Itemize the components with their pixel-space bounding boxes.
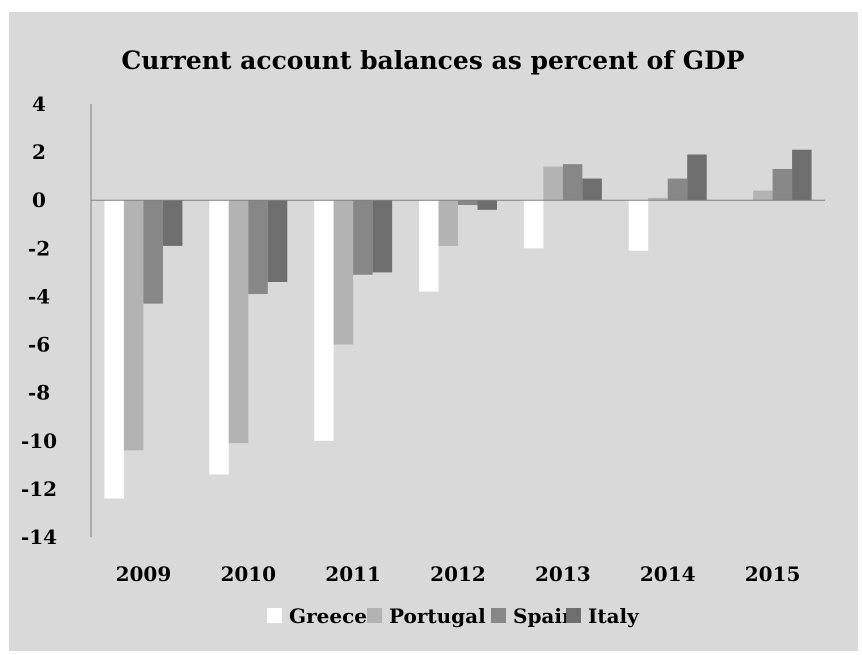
bar-spain-2009 — [143, 200, 163, 304]
y-tick-label: 2 — [32, 140, 46, 164]
bar-spain-2010 — [248, 200, 268, 295]
y-tick-label: -14 — [21, 525, 57, 549]
x-tick-label: 2013 — [535, 562, 591, 586]
bar-portugal-2014 — [648, 197, 668, 201]
x-tick-label: 2011 — [325, 562, 381, 586]
bar-portugal-2011 — [333, 200, 354, 345]
bar-chart: Current account balances as percent of G… — [21, 46, 825, 628]
bar-spain-2013 — [562, 164, 583, 201]
y-tick-label: -2 — [28, 236, 50, 260]
bar-greece-2011 — [314, 200, 334, 441]
y-axis-ticks: 4 2 0 -2 -4 -6 -8 -10 -12 -14 — [21, 92, 57, 549]
bar-greece-2013 — [523, 200, 544, 249]
bar-greece-2014 — [628, 200, 649, 251]
x-tick-label: 2010 — [220, 562, 276, 586]
bar-greece-2010 — [209, 200, 229, 475]
x-tick-label: 2014 — [640, 562, 696, 586]
bar-italy-2011 — [372, 200, 393, 273]
x-tick-label: 2012 — [430, 562, 486, 586]
legend-label-portugal: Portugal — [389, 604, 486, 628]
y-tick-label: 4 — [32, 92, 46, 116]
x-tick-label: 2009 — [116, 562, 172, 586]
chart-area: Current account balances as percent of G… — [9, 12, 858, 651]
bar-greece-2012 — [419, 200, 439, 292]
bar-spain-2011 — [353, 200, 373, 275]
y-tick-label: -8 — [28, 381, 50, 405]
bar-spain-2015 — [772, 168, 793, 201]
bar-italy-2014 — [687, 154, 707, 201]
bar-italy-2013 — [582, 178, 602, 201]
legend-label-greece: Greece — [289, 604, 367, 628]
bar-portugal-2009 — [123, 200, 144, 451]
chart-title: Current account balances as percent of G… — [121, 46, 744, 75]
legend-swatch-greece — [267, 608, 282, 623]
bar-group — [104, 149, 812, 499]
x-tick-label: 2015 — [745, 562, 801, 586]
bar-italy-2015 — [792, 149, 812, 201]
bar-portugal-2013 — [543, 166, 563, 201]
bar-portugal-2015 — [753, 190, 773, 201]
bar-italy-2010 — [267, 200, 288, 283]
x-axis-ticks: 2009 2010 2011 2012 2013 2014 2015 — [116, 562, 801, 586]
y-tick-label: -4 — [28, 284, 50, 308]
legend-swatch-italy — [566, 608, 581, 623]
y-tick-label: 0 — [32, 188, 46, 212]
y-tick-label: -12 — [21, 477, 57, 501]
legend-swatch-portugal — [367, 608, 382, 623]
y-tick-label: -6 — [28, 333, 50, 357]
bar-portugal-2012 — [438, 200, 458, 246]
bar-spain-2012 — [458, 200, 478, 206]
bar-italy-2009 — [162, 200, 183, 246]
y-tick-label: -10 — [21, 429, 57, 453]
bar-portugal-2010 — [228, 200, 249, 444]
bar-greece-2009 — [104, 200, 124, 499]
bar-spain-2014 — [667, 178, 688, 201]
bar-italy-2012 — [477, 200, 497, 210]
legend-swatch-spain — [491, 608, 506, 623]
legend-label-italy: Italy — [588, 604, 640, 628]
legend: Greece Portugal Spain Italy — [267, 604, 640, 628]
